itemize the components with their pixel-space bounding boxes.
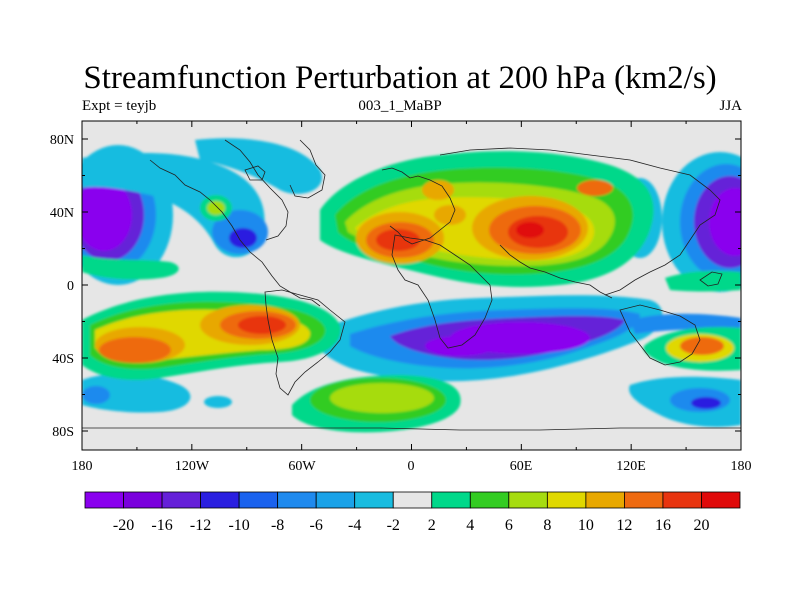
positive-band-south-pacific	[82, 291, 341, 380]
africa-coast	[391, 234, 493, 349]
positive-patch-greenland	[200, 195, 232, 221]
map-title: Streamfunction Perturbation at 200 hPa (…	[83, 60, 717, 96]
colorbar-box	[508, 491, 548, 509]
colorbar-box	[431, 491, 471, 509]
colorbar-box	[238, 491, 279, 509]
canada-coast	[224, 139, 289, 241]
lon-label-0: 0	[408, 459, 415, 474]
colorbar-label: 4	[466, 517, 474, 534]
negative-region-south-east	[629, 313, 741, 427]
colorbar-box	[662, 491, 702, 509]
europe-coast	[381, 167, 456, 245]
colorbar-label: -16	[151, 517, 172, 534]
longitude-labels: 180 120W 60W 0 60E 120E 180	[72, 459, 752, 474]
asia-south-coast	[499, 244, 613, 299]
north-america-coast	[149, 159, 321, 307]
colorbar-box	[546, 491, 587, 509]
colorbar-label: -12	[190, 517, 211, 534]
hudson-bay-coast	[244, 165, 266, 181]
colorbar-label: 12	[616, 517, 632, 534]
lon-label-60w: 60W	[288, 459, 316, 474]
japan-coast	[699, 271, 723, 287]
colorbar-label: -10	[228, 517, 249, 534]
colorbar-labels: -20 -16 -12 -10 -8 -6 -4 -2 2 4 6 8 10 12 16 20	[113, 517, 710, 534]
experiment-label: Expt = teyjb	[82, 98, 157, 114]
positive-region-australia	[643, 327, 741, 371]
positive-region-antarctic	[292, 375, 461, 433]
colorbar-label: 6	[505, 517, 513, 534]
lon-label-60e: 60E	[510, 459, 533, 474]
colorbar-box	[624, 491, 664, 509]
colorbar-box	[701, 491, 741, 509]
lon-label-120w: 120W	[175, 459, 210, 474]
colorbar-label: 2	[428, 517, 436, 534]
negative-region-north-pacific-east	[662, 152, 741, 292]
lat-label-40s: 40S	[52, 352, 74, 367]
lon-label-180w: 180	[72, 459, 93, 474]
negative-region-south-pacific	[82, 373, 232, 413]
lon-label-120e: 120E	[616, 459, 646, 474]
lat-label-80n: 80N	[50, 133, 74, 148]
antarctica-coast	[82, 427, 741, 431]
lon-label-180e: 180	[731, 459, 752, 474]
australia-coast	[619, 304, 701, 366]
axis-ticks	[81, 121, 742, 450]
colorbar-box	[469, 491, 510, 509]
lat-label-0: 0	[67, 279, 74, 294]
colorbar-box	[123, 491, 163, 509]
greenland-coast	[289, 139, 326, 199]
positive-region-eurasia	[320, 151, 654, 287]
case-label: 003_1_MaBP	[358, 98, 442, 114]
colorbar-box	[392, 491, 433, 509]
colorbar-box	[315, 491, 356, 509]
lat-label-40n: 40N	[50, 206, 74, 221]
colorbar-label: -20	[113, 517, 134, 534]
lat-label-80s: 80S	[52, 425, 74, 440]
colorbar-box	[354, 491, 394, 509]
colorbar-label: 10	[578, 517, 594, 534]
season-label: JJA	[719, 98, 742, 114]
colorbar-box	[84, 491, 124, 509]
colorbar-label: -2	[387, 517, 400, 534]
colorbar-label: 16	[655, 517, 671, 534]
negative-band-southern-ocean	[316, 295, 663, 382]
streamfunction-field	[82, 121, 741, 450]
colorbar	[84, 491, 741, 509]
colorbar-box	[161, 491, 201, 509]
asia-north-coast	[439, 147, 721, 296]
latitude-labels: 80N 40N 0 40S 80S	[50, 133, 74, 440]
colorbar-label: 20	[693, 517, 709, 534]
south-america-coast	[264, 289, 346, 396]
colorbar-box	[585, 491, 625, 509]
colorbar-box	[277, 491, 317, 509]
colorbar-box	[200, 491, 240, 509]
colorbar-label: -6	[310, 517, 323, 534]
positive-patch-north-pacific	[82, 255, 741, 292]
coastlines	[82, 139, 741, 431]
colorbar-label: -4	[348, 517, 361, 534]
colorbar-label: 8	[543, 517, 551, 534]
colorbar-label: -8	[271, 517, 284, 534]
